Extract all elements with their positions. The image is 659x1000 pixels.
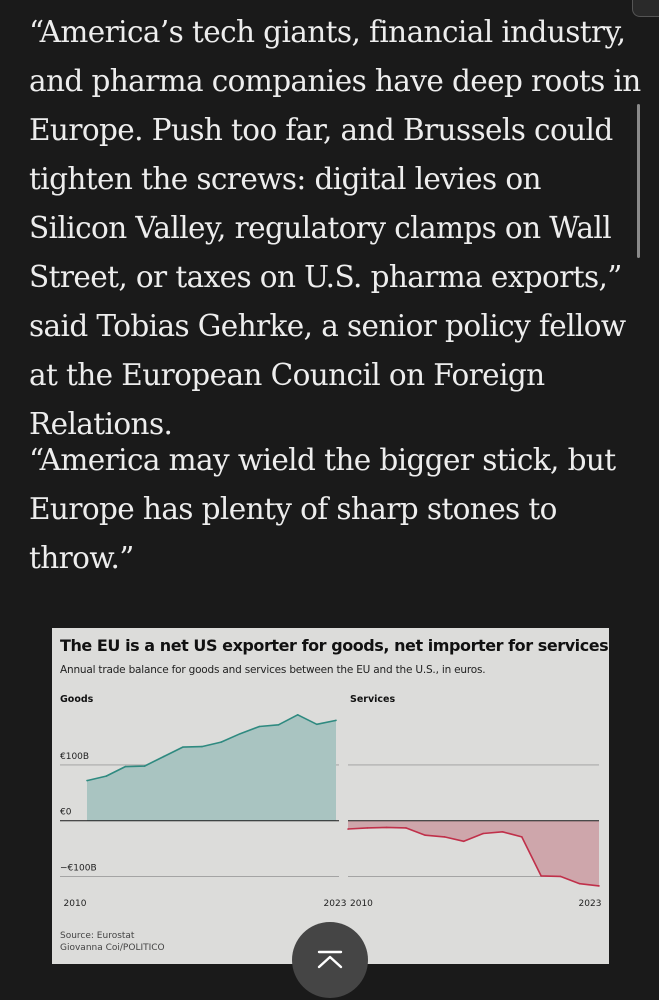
goods-point-2010 [86, 779, 88, 782]
goods-point-2015 [181, 746, 184, 748]
article-paragraph-2: “America may wield the bigger stick, but… [29, 443, 616, 575]
services-panel-label: Services [350, 694, 395, 705]
services-point-2010 [347, 828, 349, 830]
services-point-2019 [520, 836, 523, 838]
ytick-100: €100B [60, 752, 89, 762]
scroll-to-top-button[interactable] [292, 922, 368, 998]
ytick-0: €0 [60, 808, 72, 818]
goods-series-line [86, 714, 337, 782]
goods-point-2017 [220, 741, 222, 743]
goods-point-2019 [258, 725, 261, 728]
services-point-2017 [482, 832, 484, 835]
goods-point-2016 [201, 745, 203, 748]
services-point-2020 [540, 875, 542, 877]
ytick-neg100: −€100B [60, 863, 97, 873]
services-point-2012 [385, 826, 388, 829]
services-xtick-2023: 2023 [579, 899, 602, 909]
goods-point-2020 [277, 724, 280, 726]
figure-title: The EU is a net US exporter for goods, n… [60, 636, 609, 655]
goods-point-2014 [162, 755, 165, 758]
services-point-2015 [443, 836, 446, 838]
goods-panel-label: Goods [60, 694, 94, 705]
chevron-up-bar-icon [317, 950, 343, 969]
services-point-2011 [366, 827, 369, 829]
goods-point-2012 [124, 765, 127, 768]
goods-point-2013 [143, 765, 146, 767]
services-point-2021 [559, 875, 562, 878]
goods-xtick-2010: 2010 [64, 899, 87, 909]
goods-point-2023 [335, 719, 337, 722]
article-paragraph-1: “America’s tech giants, financial indust… [29, 15, 641, 441]
goods-area [87, 714, 336, 821]
source-line: Source: Eurostat [60, 931, 135, 941]
services-area [348, 820, 599, 886]
services-series-line [347, 826, 600, 887]
trade-balance-figure: The EU is a net US exporter for goods, n… [52, 628, 609, 964]
edge-panel-handle[interactable] [632, 0, 659, 17]
services-point-2022 [578, 882, 581, 885]
goods-point-2021 [296, 713, 299, 716]
credit-line: Giovanna Coi/POLITICO [60, 943, 165, 953]
figure-source: Source: Eurostat Giovanna Coi/POLITICO [60, 930, 165, 954]
goods-point-2011 [105, 775, 107, 777]
goods-xtick-2023: 2023 [324, 899, 347, 909]
services-xtick-2010: 2010 [350, 899, 373, 909]
goods-point-2018 [239, 732, 242, 735]
services-point-2023 [598, 885, 600, 887]
scrollbar-thumb[interactable] [637, 104, 640, 258]
goods-point-2022 [316, 723, 318, 726]
services-point-2014 [424, 834, 427, 836]
services-point-2016 [463, 840, 465, 843]
services-point-2013 [405, 827, 407, 829]
services-point-2018 [501, 831, 504, 833]
figure-subtitle: Annual trade balance for goods and servi… [60, 664, 486, 676]
